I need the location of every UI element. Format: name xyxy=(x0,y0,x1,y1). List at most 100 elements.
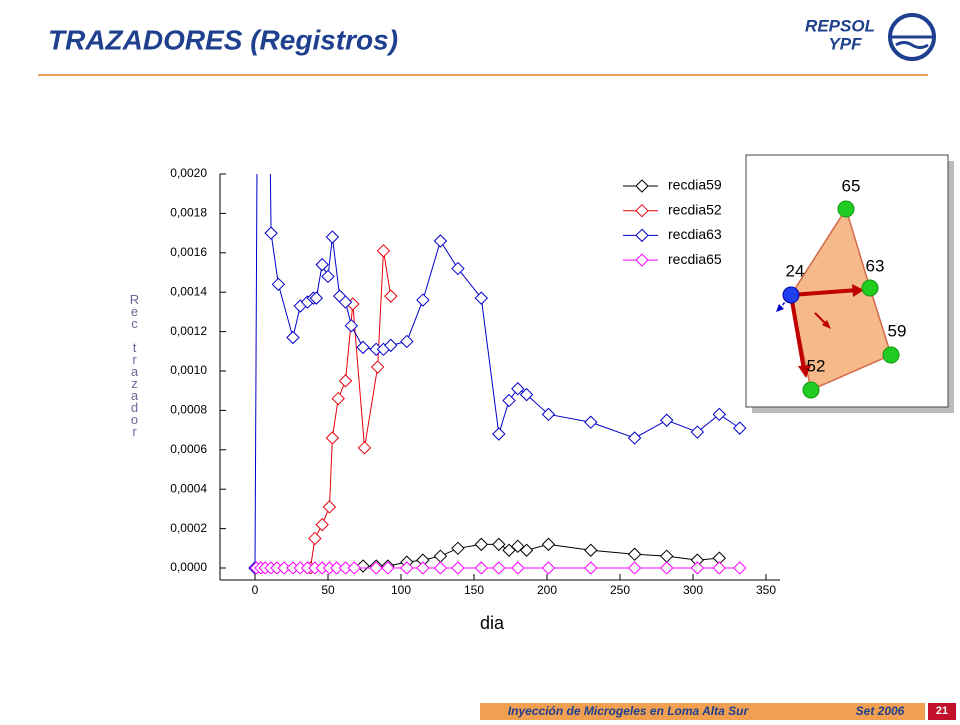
data-point xyxy=(627,547,642,561)
data-point xyxy=(344,318,359,333)
x-tick-label: 0 xyxy=(252,583,259,597)
data-point xyxy=(474,537,489,552)
data-point xyxy=(511,382,525,396)
data-point xyxy=(690,561,705,574)
x-tick-label: 200 xyxy=(537,583,557,597)
data-point xyxy=(627,431,642,445)
x-tick-label: 50 xyxy=(321,583,335,597)
legend-label: recdia65 xyxy=(668,251,722,267)
legend-label: recdia59 xyxy=(668,177,722,193)
flow-arrow xyxy=(798,365,811,378)
footer-bar xyxy=(480,703,925,720)
legend-marker xyxy=(635,179,649,193)
data-point xyxy=(541,407,556,422)
logo-mark xyxy=(888,13,936,61)
page-number: 21 xyxy=(936,705,948,717)
data-point xyxy=(660,413,674,427)
data-point xyxy=(474,561,489,574)
data-point xyxy=(584,561,598,574)
logo-text: YPF xyxy=(828,34,862,53)
page-box xyxy=(928,703,956,720)
data-point xyxy=(384,338,398,353)
data-point xyxy=(357,441,372,455)
data-point xyxy=(541,561,556,574)
data-point xyxy=(264,226,278,240)
data-point xyxy=(660,561,674,574)
flow-arrow xyxy=(789,294,806,371)
series-line xyxy=(254,174,740,569)
data-point xyxy=(325,230,340,244)
y-tick-label: 0,0014 xyxy=(170,284,207,298)
y-tick-label: 0,0016 xyxy=(170,245,207,259)
data-point xyxy=(733,561,747,574)
data-point xyxy=(433,234,448,248)
x-tick-label: 100 xyxy=(391,583,411,597)
data-point xyxy=(451,541,465,556)
well-label: 63 xyxy=(866,256,885,275)
data-point xyxy=(384,289,398,303)
legend-label: recdia52 xyxy=(668,201,722,217)
producer-well xyxy=(802,381,820,399)
data-point xyxy=(451,561,465,574)
well-label: 52 xyxy=(807,356,826,375)
data-point xyxy=(277,561,291,574)
data-point xyxy=(511,561,525,574)
y-tick-label: 0,0018 xyxy=(170,206,207,220)
y-axis-label: Rec trazador xyxy=(127,292,142,436)
y-tick-label: 0,0006 xyxy=(170,442,207,456)
data-point xyxy=(286,330,300,345)
producer-well xyxy=(882,346,900,364)
x-tick-label: 250 xyxy=(610,583,630,597)
legend-marker xyxy=(635,253,649,267)
data-point xyxy=(308,531,322,546)
legend-marker xyxy=(635,203,649,218)
data-point xyxy=(433,561,448,574)
flow-arrow xyxy=(790,288,859,297)
data-point xyxy=(474,291,489,305)
data-point xyxy=(492,561,506,574)
data-point xyxy=(451,261,465,276)
data-point xyxy=(376,244,391,258)
data-point xyxy=(433,549,448,563)
data-point xyxy=(330,561,344,574)
data-point xyxy=(519,543,534,557)
data-point xyxy=(325,431,340,445)
data-point xyxy=(400,334,414,349)
y-tick-label: 0,0002 xyxy=(170,521,207,535)
data-point xyxy=(416,561,430,574)
footer-text: Inyección de Microgeles en Loma Alta Sur xyxy=(508,704,750,718)
pattern-area xyxy=(790,207,892,392)
well-label: 24 xyxy=(786,261,805,280)
legend-marker xyxy=(635,228,649,243)
data-point xyxy=(541,537,556,552)
data-point xyxy=(322,500,337,514)
data-point xyxy=(416,293,430,307)
data-point xyxy=(309,291,324,305)
inset-diagram: 65 63 24 59 52 xyxy=(745,154,954,413)
flow-arrow xyxy=(814,312,827,325)
data-point xyxy=(712,407,726,422)
data-point xyxy=(321,269,335,284)
data-point xyxy=(690,425,705,439)
data-point xyxy=(271,277,286,292)
data-point xyxy=(492,427,506,441)
injector-well xyxy=(782,286,800,304)
flow-arrow xyxy=(776,304,784,312)
data-point xyxy=(660,549,674,563)
producer-well xyxy=(861,279,879,297)
data-point xyxy=(347,561,361,574)
data-point xyxy=(356,340,370,355)
data-point xyxy=(400,561,414,574)
data-point xyxy=(584,415,598,429)
producer-well xyxy=(837,200,855,218)
data-point xyxy=(356,559,370,573)
data-point xyxy=(492,537,506,552)
x-tick-label: 350 xyxy=(756,583,776,597)
y-tick-label: 0,0004 xyxy=(170,481,207,495)
x-tick-label: 300 xyxy=(683,583,703,597)
data-point xyxy=(338,374,353,388)
x-tick-label: 150 xyxy=(464,583,484,597)
data-point xyxy=(338,561,353,574)
data-point xyxy=(712,561,726,574)
